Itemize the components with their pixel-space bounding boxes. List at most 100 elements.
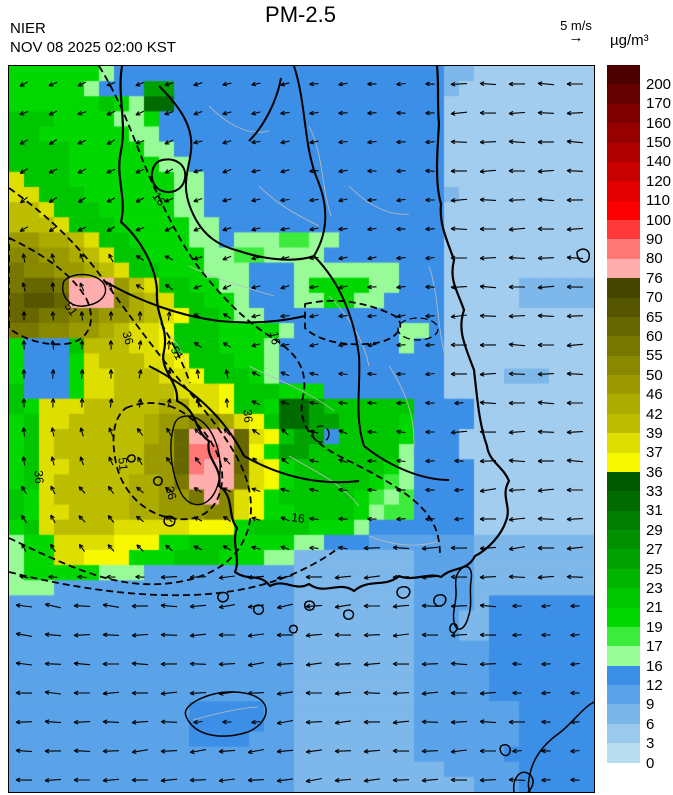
colorbar-cell [607, 588, 640, 608]
wind-arrow-set [15, 81, 584, 784]
colorbar-cell [607, 123, 640, 143]
colorbar-cell [607, 607, 640, 627]
colorbar-cell [607, 530, 640, 550]
colorbar-tick: 33 [646, 483, 663, 501]
colorbar-tick: 0 [646, 754, 655, 772]
colorbar-tick: 70 [646, 289, 663, 307]
colorbar-cell [607, 142, 640, 162]
colorbar-tick: 36 [646, 463, 663, 481]
colorbar-tick: 39 [646, 424, 663, 442]
colorbar-tick: 76 [646, 269, 663, 287]
wind-reference-label: 5 m/s [560, 18, 592, 33]
contour-label: 36 [31, 470, 46, 485]
contour-51-main [112, 402, 224, 521]
colorbar-tick: 80 [646, 250, 663, 268]
colorbar-tick: 55 [646, 347, 663, 365]
kyushu-coast [527, 701, 594, 792]
colorbar-tick: 46 [646, 386, 663, 404]
colorbar-cell [607, 646, 640, 666]
islands [126, 248, 594, 792]
contour-16-south [9, 546, 341, 597]
colorbar-cell [607, 743, 640, 763]
colorbar-cell [607, 161, 640, 182]
colorbar-cell [607, 375, 640, 395]
colorbar-tick: 12 [646, 676, 663, 694]
colorbar-cell [607, 704, 640, 724]
valid-time-label: NOV 08 2025 02:00 KST [10, 39, 176, 56]
colorbar-units-label: µg/m³ [610, 32, 649, 49]
colorbar-tick: 170 [646, 95, 672, 113]
colorbar [607, 65, 640, 763]
colorbar-tick: 19 [646, 618, 663, 636]
colorbar-tick: 9 [646, 696, 655, 714]
contour-label: 51 [168, 344, 187, 363]
contour-36 [9, 187, 252, 586]
colorbar-cell [607, 413, 640, 434]
contour-lines [9, 66, 441, 597]
colorbar-cell [607, 491, 640, 511]
hotspot-76-nw [62, 273, 107, 307]
colorbar-cell [607, 510, 640, 530]
coastline [118, 66, 511, 593]
colorbar-tick: 42 [646, 405, 663, 423]
colorbar-cell [607, 316, 640, 337]
colorbar-tick: 31 [646, 502, 663, 520]
contour-label: 36 [120, 330, 137, 347]
colorbar-tick: 6 [646, 715, 655, 733]
hotspot-outlines [62, 273, 221, 506]
colorbar-cell [607, 471, 640, 492]
province-boundaries [103, 66, 450, 484]
colorbar-cell [607, 685, 640, 705]
colorbar-tick: 100 [646, 211, 672, 229]
colorbar-cell [607, 65, 640, 85]
colorbar-tick-labels: 200 170 160 150 140 120 110 100 90 80 76 70 65 60 55 50… [646, 65, 673, 775]
contour-label: 16 [267, 330, 283, 346]
colorbar-cell [607, 355, 640, 375]
colorbar-cell [607, 549, 640, 569]
colorbar-cell [607, 84, 640, 104]
ulleungdo-island [576, 248, 591, 263]
hotspot-76-main [170, 415, 221, 506]
page-title: PM-2.5 [265, 2, 336, 27]
colorbar-cell [607, 297, 640, 317]
colorbar-cell [607, 336, 640, 356]
colorbar-cell [607, 181, 640, 201]
contour-label: 51 [115, 457, 130, 472]
colorbar-tick: 17 [646, 638, 663, 656]
colorbar-cell [607, 258, 640, 279]
map-frame: 16 16 16 36 36 36 36 51 51 51 [8, 65, 595, 793]
agency-label: NIER [10, 20, 46, 37]
colorbar-tick: 200 [646, 75, 672, 93]
colorbar-cell [607, 723, 640, 744]
contour-blue-spot [312, 425, 330, 443]
colorbar-tick: 110 [646, 192, 670, 210]
colorbar-tick: 60 [646, 327, 663, 345]
contour-16 [98, 66, 441, 558]
contour-label: 36 [240, 409, 255, 424]
colorbar-cell [607, 200, 640, 220]
contour-label: 36 [163, 485, 180, 502]
colorbar-cell [607, 665, 640, 685]
colorbar-tick: 16 [646, 657, 663, 675]
colorbar-tick: 140 [646, 153, 672, 171]
tsushima-island [452, 565, 473, 630]
county-lines-thin [158, 105, 446, 721]
colorbar-cell [607, 568, 640, 589]
colorbar-tick: 29 [646, 521, 663, 539]
colorbar-cell [607, 278, 640, 298]
colorbar-tick: 90 [646, 231, 663, 248]
colorbar-cell [607, 394, 640, 414]
colorbar-tick: 37 [646, 444, 663, 462]
wind-arrows [15, 81, 584, 784]
colorbar-cell [607, 433, 640, 453]
colorbar-tick: 25 [646, 560, 663, 578]
contour-51-arc [160, 322, 191, 384]
colorbar-tick: 21 [646, 599, 663, 617]
colorbar-tick: 3 [646, 735, 655, 753]
colorbar-cell [607, 220, 640, 240]
contour-label: 16 [290, 510, 305, 526]
colorbar-cell [607, 452, 640, 472]
